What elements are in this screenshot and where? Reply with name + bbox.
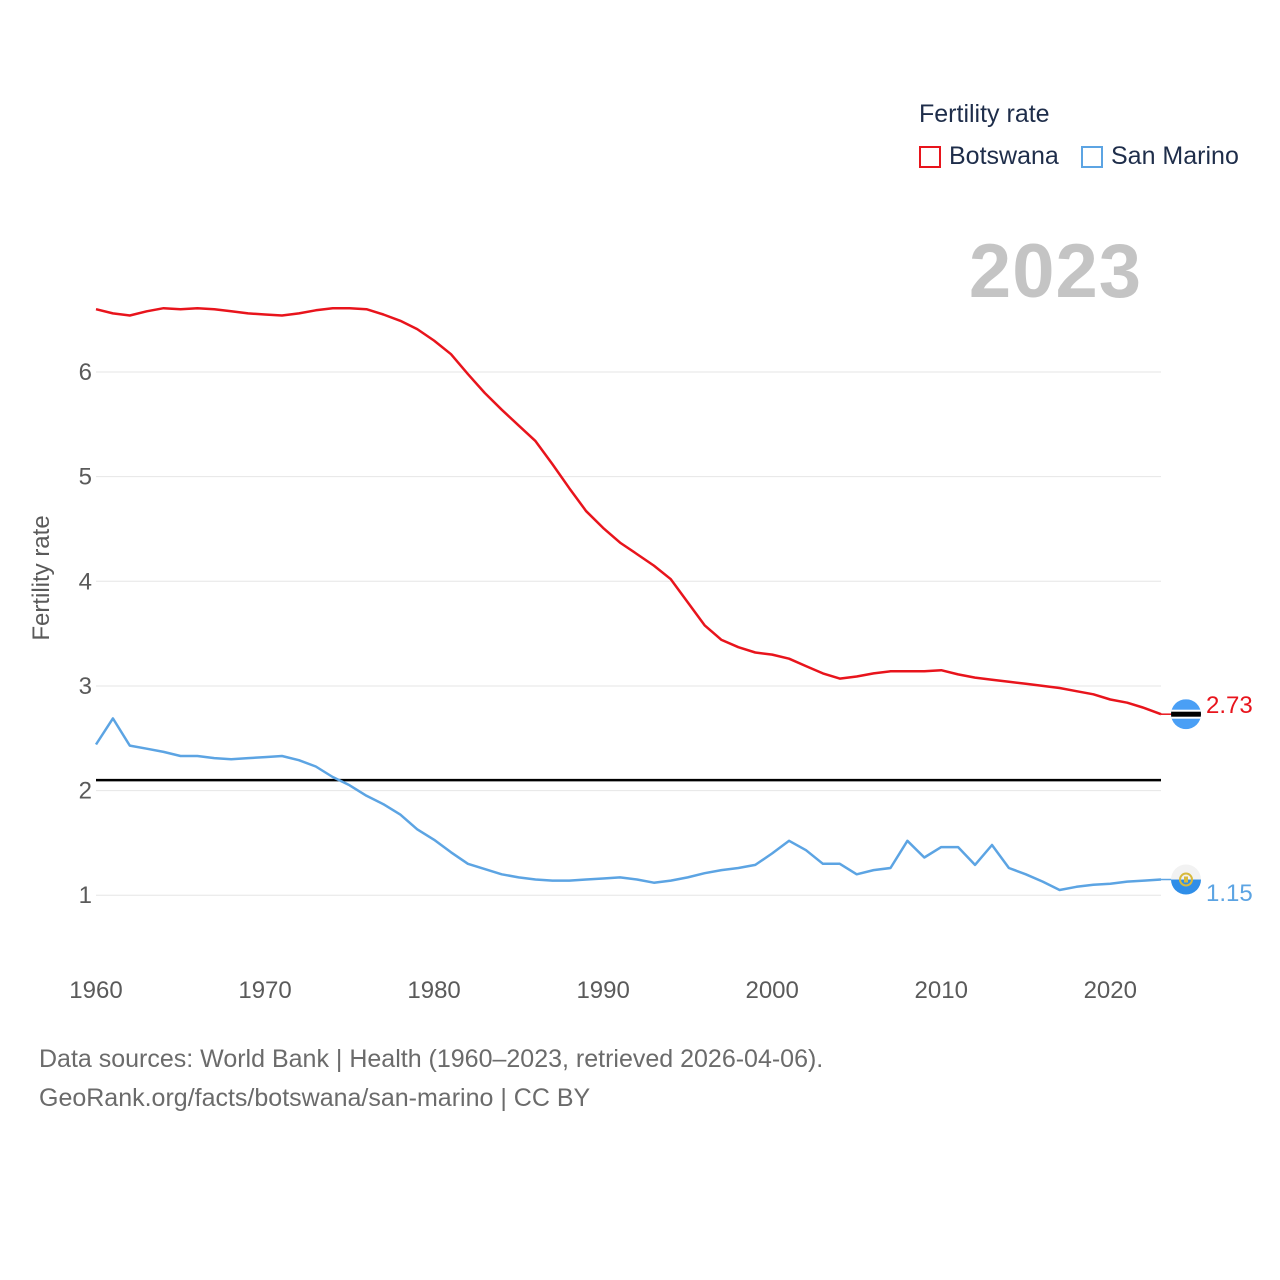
series-lines <box>94 306 1172 892</box>
footer-sources: Data sources: World Bank | Health (1960–… <box>39 1045 824 1073</box>
legend-swatch-botswana <box>919 145 941 168</box>
x-axis-ticks: 1960 1970 1980 1990 2000 2010 2020 <box>69 977 1137 1004</box>
san-marino-flag-icon <box>1171 864 1201 895</box>
x-tick-label: 2010 <box>915 977 968 1004</box>
legend-title: Fertility rate <box>919 100 1050 128</box>
y-tick-label: 2 <box>79 778 92 805</box>
y-tick-label: 5 <box>79 464 92 491</box>
legend-swatch-san-marino <box>1081 145 1103 168</box>
x-tick-label: 1960 <box>69 977 122 1004</box>
series-line-san-marino <box>94 717 1162 892</box>
end-value-label-san-marino: 1.15 <box>1206 880 1253 907</box>
footer-url: GeoRank.org/facts/botswana/san-marino | … <box>39 1084 591 1112</box>
botswana-flag-icon <box>1171 699 1201 730</box>
end-flags <box>1171 699 1201 895</box>
y-tick-label: 6 <box>79 359 92 386</box>
current-year-label: 2023 <box>968 229 1142 314</box>
legend-item-botswana[interactable]: Botswana <box>919 142 1059 171</box>
x-tick-label: 2000 <box>745 977 798 1004</box>
end-value-label-botswana: 2.73 <box>1206 692 1253 719</box>
x-tick-label: 2020 <box>1084 977 1137 1004</box>
y-tick-label: 1 <box>79 882 92 909</box>
x-tick-label: 1970 <box>238 977 291 1004</box>
y-tick-label: 4 <box>79 568 92 595</box>
y-axis-ticks: 1 2 3 4 5 6 <box>79 359 92 909</box>
legend-label-san-marino: San Marino <box>1111 142 1239 170</box>
y-tick-label: 3 <box>79 673 92 700</box>
series-line-botswana <box>95 306 1162 716</box>
gridlines <box>96 371 1161 896</box>
legend-label-botswana: Botswana <box>949 142 1059 170</box>
y-axis-title: Fertility rate <box>28 515 55 641</box>
x-tick-label: 1990 <box>576 977 629 1004</box>
x-tick-label: 1980 <box>407 977 460 1004</box>
legend-item-san-marino[interactable]: San Marino <box>1081 142 1239 171</box>
